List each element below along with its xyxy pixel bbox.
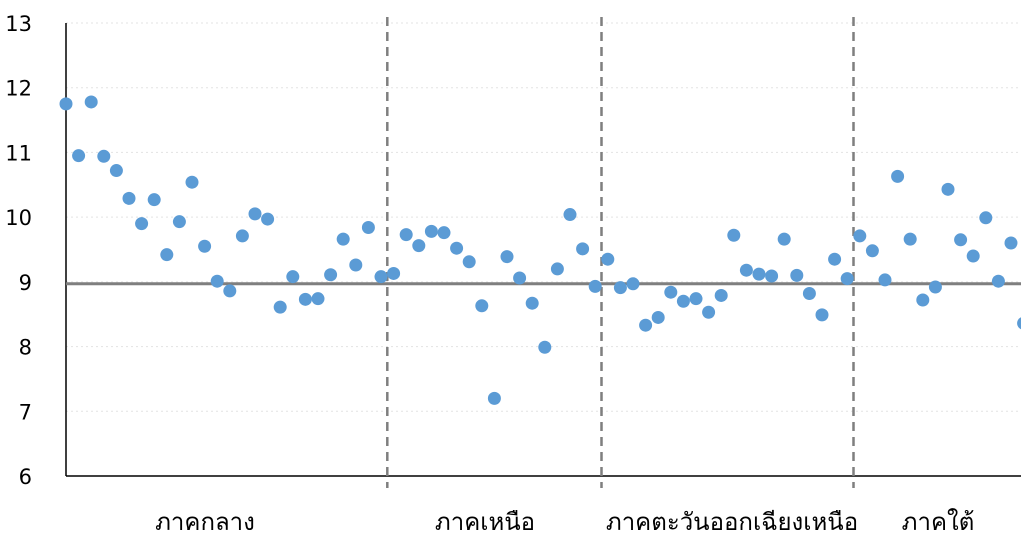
data-point [361,220,375,234]
data-point [198,239,212,253]
data-point [513,271,527,285]
data-point [84,95,98,109]
data-point [802,287,816,301]
y-tick-label: 12 [5,77,32,101]
data-point [298,292,312,306]
data-point [324,268,338,282]
data-point [765,269,779,283]
y-tick-label: 13 [5,12,32,36]
data-point [160,248,174,262]
data-point [626,277,640,291]
region-label: ภาคเหนือ [435,508,535,536]
data-point [550,262,564,276]
data-point [941,182,955,196]
data-point [311,292,325,306]
data-point [777,232,791,246]
data-point [714,288,728,302]
data-point [336,232,350,246]
region-labels: ภาคกลาง ภาคเหนือ ภาคตะวันออกเฉียงเหนือ ภาคใ… [155,508,974,536]
data-point [487,391,501,405]
y-tick-labels: 6 7 8 9 10 11 12 13 [5,12,32,489]
data-point [437,226,451,240]
data-point [702,305,716,319]
data-point [450,241,464,255]
data-point [739,263,753,277]
data-point [135,217,149,231]
data-point [147,193,161,207]
data-point [878,273,892,287]
data-point [727,228,741,242]
data-point [752,267,766,281]
data-point [248,207,262,221]
region-dividers [386,17,855,488]
data-points [59,95,1021,405]
data-point [815,308,829,322]
region-label: ภาคตะวันออกเฉียงเหนือ [606,508,858,536]
y-tick-label: 8 [19,336,32,360]
data-point [286,270,300,284]
data-point [966,249,980,263]
data-point [954,233,968,247]
data-point [97,149,111,163]
data-point [865,244,879,258]
y-tick-label: 6 [19,465,32,489]
data-point [109,164,123,178]
data-point [412,239,426,253]
data-point [903,232,917,246]
data-point [928,280,942,294]
data-point [664,285,678,299]
data-point [387,266,401,280]
data-point [538,340,552,354]
gridlines [66,22,1021,412]
data-point [424,224,438,238]
data-point [588,279,602,293]
region-label: ภาคกลาง [155,508,255,536]
data-point [979,211,993,225]
data-point [840,272,854,286]
data-point [601,252,615,266]
data-point [399,228,413,242]
data-point [916,293,930,307]
data-point [462,255,476,269]
data-point [1004,236,1018,250]
data-point [374,270,388,284]
data-point [1017,317,1021,330]
data-point [261,212,275,226]
data-point [790,268,804,282]
data-point [223,284,237,298]
y-tick-label: 9 [19,271,32,295]
data-point [676,294,690,308]
data-point [613,281,627,295]
data-point [273,300,287,314]
y-tick-label: 11 [5,141,32,165]
data-point [185,175,199,189]
y-tick-label: 10 [5,206,32,230]
data-point [891,169,905,183]
data-point [689,292,703,306]
data-point [122,191,136,205]
data-point [651,310,665,324]
data-point [525,296,539,310]
data-point [576,242,590,256]
data-point [853,229,867,243]
data-point [828,252,842,266]
region-label: ภาคใต้ [902,508,975,536]
data-point [59,97,73,111]
data-point [72,149,86,163]
data-point [475,299,489,313]
data-point [210,274,224,288]
data-point [563,208,577,222]
data-point [235,229,249,243]
data-point [172,215,186,229]
data-point [991,274,1005,288]
data-point [639,318,653,332]
data-point [349,258,363,272]
y-tick-label: 7 [19,400,32,424]
data-point [500,250,514,264]
